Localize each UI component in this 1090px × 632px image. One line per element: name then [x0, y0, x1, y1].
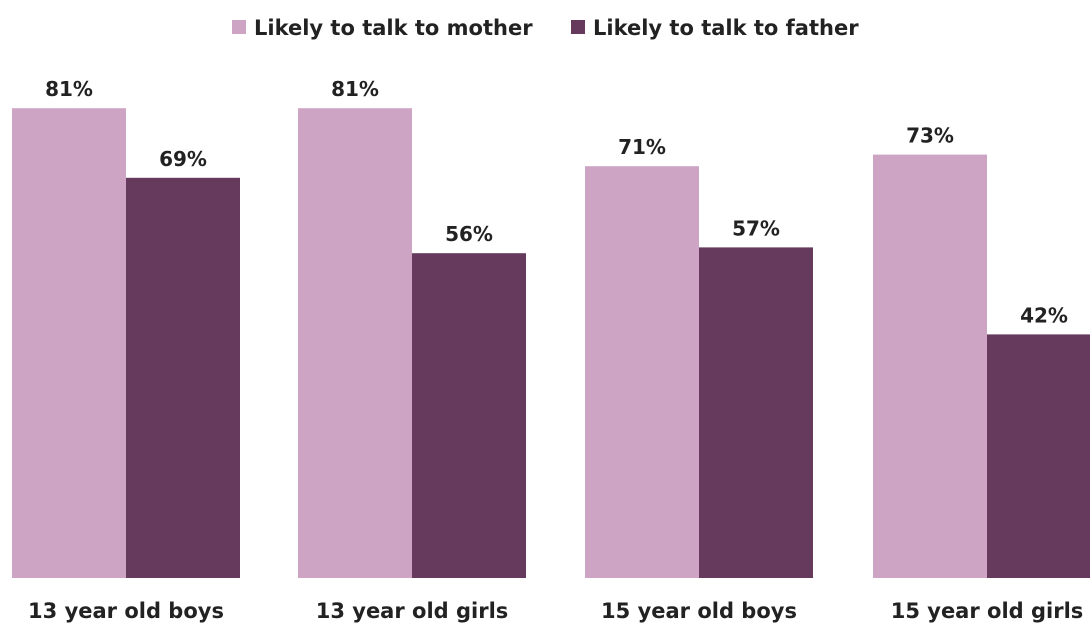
data-label-likely-to-talk-to-mother-15-year-old-boys: 71%: [618, 135, 666, 159]
data-label-likely-to-talk-to-father-15-year-old-girls: 42%: [1020, 303, 1068, 327]
bar-likely-to-talk-to-mother-13-year-old-girls: [298, 108, 412, 578]
bars: [12, 108, 1090, 579]
bar-likely-to-talk-to-mother-15-year-old-girls: [873, 154, 987, 578]
bar-likely-to-talk-to-mother-15-year-old-boys: [585, 166, 699, 578]
category-label-13-year-old-boys: 13 year old boys: [28, 599, 224, 623]
data-label-likely-to-talk-to-father-15-year-old-boys: 57%: [732, 216, 780, 240]
category-label-13-year-old-girls: 13 year old girls: [316, 599, 509, 623]
legend-label-likely-to-talk-to-father: Likely to talk to father: [593, 16, 859, 40]
category-label-15-year-old-boys: 15 year old boys: [601, 599, 797, 623]
legend-label-likely-to-talk-to-mother: Likely to talk to mother: [254, 16, 533, 40]
data-label-likely-to-talk-to-mother-15-year-old-girls: 73%: [906, 124, 954, 148]
legend-item-likely-to-talk-to-mother: Likely to talk to mother: [232, 16, 533, 40]
legend-swatch-likely-to-talk-to-father: [571, 20, 585, 34]
bar-likely-to-talk-to-mother-13-year-old-boys: [12, 108, 126, 578]
legend: Likely to talk to mother Likely to talk t…: [232, 16, 859, 40]
bar-likely-to-talk-to-father-15-year-old-girls: [987, 334, 1090, 578]
bar-likely-to-talk-to-father-13-year-old-boys: [126, 177, 240, 579]
data-label-likely-to-talk-to-mother-13-year-old-boys: 81%: [45, 77, 93, 101]
data-label-likely-to-talk-to-mother-13-year-old-girls: 81%: [331, 77, 379, 101]
bar-likely-to-talk-to-father-13-year-old-girls: [412, 253, 526, 578]
category-label-15-year-old-girls: 15 year old girls: [891, 599, 1084, 623]
legend-item-likely-to-talk-to-father: Likely to talk to father: [571, 16, 859, 40]
category-labels: 13 year old boys 13 year old girls 15 year…: [28, 599, 1083, 623]
bar-likely-to-talk-to-father-15-year-old-boys: [699, 247, 813, 578]
data-label-likely-to-talk-to-father-13-year-old-girls: 56%: [445, 222, 493, 246]
legend-swatch-likely-to-talk-to-mother: [232, 20, 246, 34]
value-labels: 81% 69% 81% 56% 71% 57% 73% 42%: [45, 77, 1068, 327]
data-label-likely-to-talk-to-father-13-year-old-boys: 69%: [159, 147, 207, 171]
